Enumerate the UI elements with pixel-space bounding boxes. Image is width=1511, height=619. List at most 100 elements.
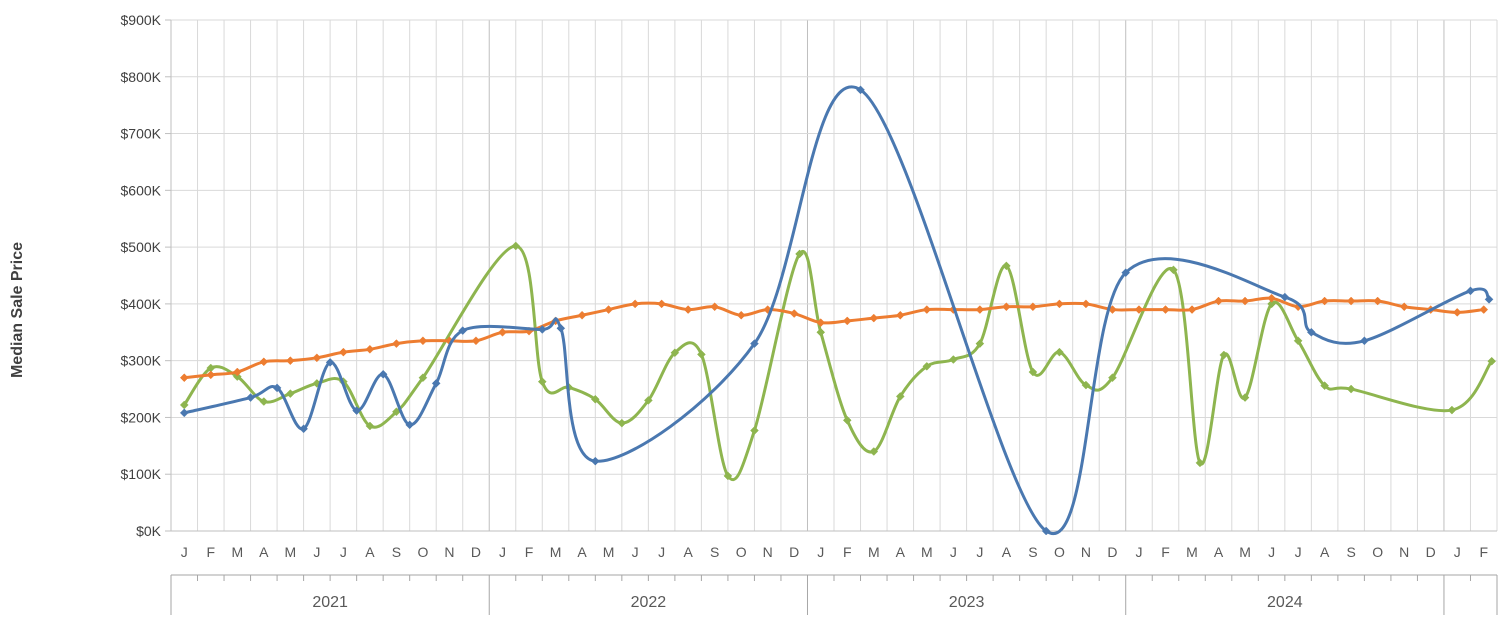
month-tick-label: A: [896, 544, 906, 560]
month-tick-label: A: [365, 544, 375, 560]
month-tick-label: F: [843, 544, 852, 560]
series-0: [179, 85, 1494, 536]
data-point: [617, 418, 627, 428]
data-point: [365, 344, 375, 354]
data-point: [458, 326, 468, 335]
data-point: [604, 305, 613, 314]
month-tick-label: J: [1454, 544, 1461, 560]
data-point: [948, 355, 958, 364]
data-point: [1240, 393, 1250, 402]
month-tick-label: S: [710, 544, 719, 560]
data-point: [710, 302, 720, 312]
month-tick-label: J: [1268, 544, 1275, 560]
data-point: [1055, 347, 1064, 357]
y-tick-label: $400K: [121, 296, 162, 312]
month-tick-label: J: [632, 544, 639, 560]
data-point: [590, 456, 600, 466]
data-point: [1081, 299, 1091, 309]
data-point: [1267, 293, 1276, 303]
data-point: [1169, 265, 1178, 275]
series-line: [182, 85, 1491, 535]
data-point: [1081, 380, 1091, 390]
data-point: [1399, 302, 1409, 312]
data-point: [1373, 296, 1383, 306]
data-point: [1452, 308, 1462, 317]
series-layer: [179, 85, 1497, 536]
year-label: 2023: [949, 594, 985, 611]
gridlines: [170, 19, 1498, 532]
data-point: [590, 394, 600, 404]
data-point: [895, 310, 905, 320]
data-point: [405, 420, 415, 430]
y-tick-label: $200K: [121, 409, 162, 425]
data-point: [630, 299, 640, 309]
data-point: [795, 249, 804, 259]
month-tick-label: A: [1002, 544, 1012, 560]
data-point: [1346, 384, 1356, 394]
y-tick-label: $700K: [121, 126, 162, 142]
data-point: [1447, 405, 1457, 415]
data-point: [750, 339, 759, 348]
data-point: [1041, 526, 1051, 536]
data-point: [1002, 302, 1011, 312]
data-point: [1055, 299, 1064, 309]
data-point: [1219, 350, 1229, 360]
data-point: [431, 379, 441, 388]
data-point: [644, 396, 653, 405]
month-tick-label: J: [340, 544, 347, 560]
data-point: [418, 373, 428, 383]
data-point: [352, 406, 361, 415]
month-tick-label: M: [1239, 544, 1251, 560]
y-tick-label: $100K: [121, 466, 162, 482]
data-point: [922, 361, 932, 371]
y-tick-label: $500K: [121, 239, 162, 255]
month-tick-label: N: [1081, 544, 1091, 560]
data-point: [1479, 305, 1489, 314]
data-point: [670, 348, 680, 358]
month-tick-label: M: [868, 544, 880, 560]
data-point: [577, 310, 587, 320]
data-point: [1466, 286, 1475, 296]
y-axis: $0K $100K $200K $300K $400K $500K $600K $700K $8…: [121, 12, 172, 539]
data-point: [556, 323, 566, 333]
data-point: [975, 339, 985, 348]
data-point: [537, 325, 547, 334]
month-tick-label: M: [550, 544, 562, 560]
data-point: [895, 392, 905, 401]
data-point: [683, 305, 693, 314]
month-tick-label: A: [577, 544, 587, 560]
month-tick-label: F: [1161, 544, 1170, 560]
month-tick-label: M: [921, 544, 933, 560]
data-point: [246, 393, 255, 402]
month-tick-label: O: [736, 544, 747, 560]
data-point: [723, 471, 733, 481]
data-point: [471, 336, 481, 346]
month-tick-label: M: [1186, 544, 1198, 560]
month-tick-label: A: [1214, 544, 1224, 560]
data-point: [378, 369, 388, 379]
data-point: [206, 370, 216, 380]
data-point: [1028, 367, 1038, 377]
data-point: [285, 389, 295, 398]
data-point: [259, 357, 269, 367]
y-tick-label: $600K: [121, 182, 162, 198]
month-tick-label: O: [417, 544, 428, 560]
year-label: 2024: [1267, 594, 1303, 611]
month-tick-label: J: [976, 544, 983, 560]
year-label: 2021: [312, 594, 348, 611]
data-point: [1320, 381, 1329, 391]
y-tick-label: $300K: [121, 353, 162, 369]
data-point: [975, 305, 985, 314]
data-point: [1121, 268, 1131, 278]
data-point: [842, 316, 852, 326]
month-tick-label: A: [1320, 544, 1330, 560]
data-point: [1108, 373, 1117, 383]
month-tick-label: D: [1426, 544, 1436, 560]
data-point: [1360, 336, 1369, 346]
month-tick-label: A: [259, 544, 269, 560]
data-point: [816, 318, 826, 327]
data-point: [179, 373, 189, 383]
data-point: [339, 347, 348, 357]
data-point: [272, 383, 282, 393]
